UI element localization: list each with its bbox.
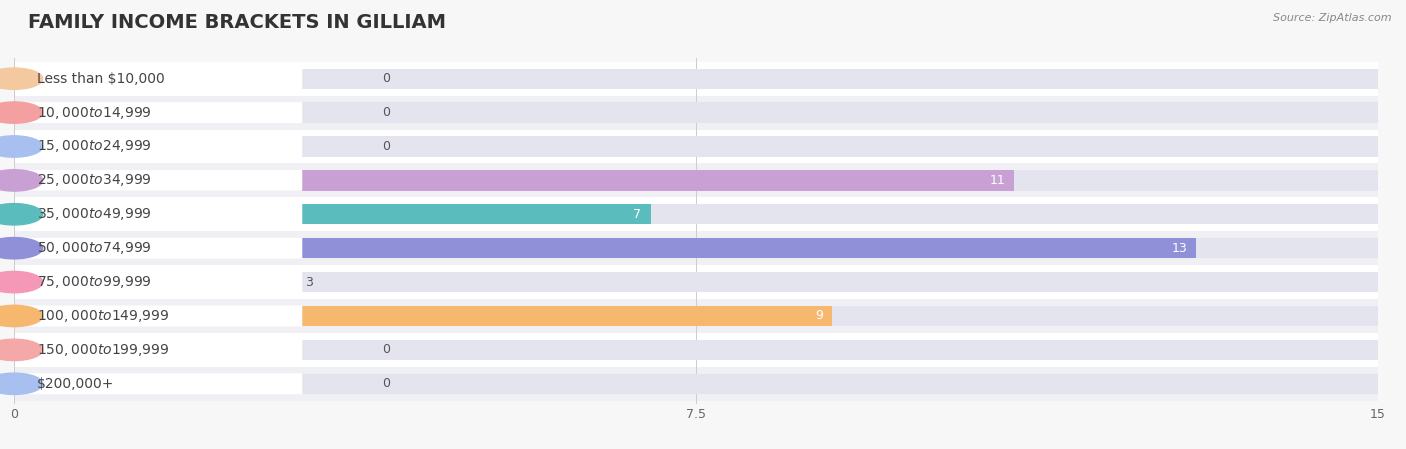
Bar [14,340,1378,360]
Bar [14,204,651,224]
Text: $150,000 to $199,999: $150,000 to $199,999 [37,342,169,358]
Bar [14,238,1197,258]
Text: $35,000 to $49,999: $35,000 to $49,999 [37,206,152,222]
Bar [14,272,1378,292]
Text: 7: 7 [634,208,641,221]
FancyBboxPatch shape [17,339,302,361]
Text: 11: 11 [990,174,1005,187]
Bar [14,136,1378,157]
FancyBboxPatch shape [17,272,302,293]
Circle shape [0,170,42,191]
FancyBboxPatch shape [17,136,302,157]
Text: 0: 0 [382,343,391,357]
Bar [14,204,1378,224]
Text: FAMILY INCOME BRACKETS IN GILLIAM: FAMILY INCOME BRACKETS IN GILLIAM [28,13,446,32]
Circle shape [0,136,42,157]
Bar [14,238,1378,258]
Circle shape [0,102,42,123]
FancyBboxPatch shape [17,305,302,326]
Circle shape [0,305,42,327]
Circle shape [0,373,42,394]
Text: $50,000 to $74,999: $50,000 to $74,999 [37,240,152,256]
Bar [14,62,1378,96]
Bar [14,102,1378,123]
Bar [14,306,1378,326]
Text: 3: 3 [305,276,314,289]
Bar [14,374,1378,394]
Text: 0: 0 [382,106,391,119]
Bar [14,306,832,326]
Text: $15,000 to $24,999: $15,000 to $24,999 [37,138,152,154]
Bar [14,367,1378,401]
Bar [14,299,1378,333]
Bar [14,69,1378,89]
Text: Less than $10,000: Less than $10,000 [37,72,165,86]
Text: $25,000 to $34,999: $25,000 to $34,999 [37,172,152,189]
Circle shape [0,271,42,293]
Text: $200,000+: $200,000+ [37,377,114,391]
Text: $100,000 to $149,999: $100,000 to $149,999 [37,308,169,324]
Bar [14,333,1378,367]
Bar [14,170,1378,190]
Bar [14,170,1014,190]
FancyBboxPatch shape [17,68,302,89]
Bar [14,231,1378,265]
Bar [14,198,1378,231]
Circle shape [0,203,42,225]
Circle shape [0,238,42,259]
Text: $75,000 to $99,999: $75,000 to $99,999 [37,274,152,290]
FancyBboxPatch shape [17,238,302,259]
FancyBboxPatch shape [17,204,302,225]
FancyBboxPatch shape [17,170,302,191]
Circle shape [0,68,42,89]
Bar [14,130,1378,163]
Bar [14,96,1378,130]
Text: $10,000 to $14,999: $10,000 to $14,999 [37,105,152,121]
Text: 9: 9 [815,309,824,322]
Text: Source: ZipAtlas.com: Source: ZipAtlas.com [1274,13,1392,23]
Bar [14,265,1378,299]
Text: 0: 0 [382,377,391,390]
Text: 13: 13 [1171,242,1187,255]
Text: 0: 0 [382,140,391,153]
Circle shape [0,339,42,361]
FancyBboxPatch shape [17,102,302,123]
Text: 0: 0 [382,72,391,85]
FancyBboxPatch shape [17,373,302,394]
Bar [14,272,287,292]
Bar [14,163,1378,198]
